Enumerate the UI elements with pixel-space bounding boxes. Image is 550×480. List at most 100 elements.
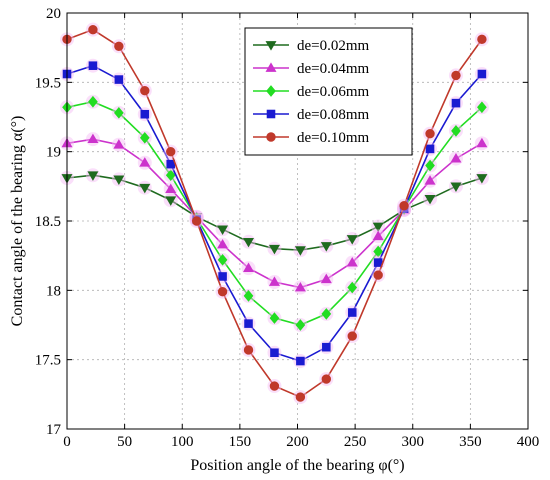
data-point: [296, 356, 305, 366]
data-point: [477, 101, 487, 114]
legend-marker: [266, 109, 276, 119]
data-point: [294, 281, 306, 292]
data-point: [347, 281, 358, 294]
legend-label: de=0.06mm: [297, 84, 370, 100]
data-point: [139, 183, 151, 194]
data-point: [321, 308, 332, 320]
data-point: [88, 95, 98, 108]
data-point: [372, 230, 384, 241]
data-point: [114, 75, 124, 84]
data-point: [322, 342, 331, 352]
legend-label: de=0.10mm: [297, 130, 370, 146]
legend-label: de=0.02mm: [297, 38, 370, 54]
data-point: [113, 175, 125, 186]
data-point: [346, 256, 358, 267]
x-tick-label: 250: [344, 434, 367, 450]
data-point: [165, 169, 176, 182]
y-tick-label: 18.5: [35, 214, 61, 230]
data-point: [346, 235, 358, 245]
data-point: [217, 238, 229, 249]
data-point: [451, 125, 461, 137]
data-point: [372, 222, 384, 233]
legend-marker: [265, 41, 277, 51]
data-point: [476, 174, 488, 184]
data-point: [140, 85, 150, 96]
data-point: [451, 70, 461, 81]
x-tick-label: 350: [459, 434, 482, 450]
y-tick-label: 20: [46, 6, 61, 22]
legend-item: de=0.10mm: [253, 130, 370, 146]
data-point: [113, 139, 125, 149]
data-point: [373, 258, 383, 267]
series-5: [60, 22, 489, 405]
data-point: [218, 272, 227, 281]
data-point: [243, 290, 254, 302]
y-axis-title: Contact angle of the bearing α(°): [9, 116, 26, 327]
data-point: [165, 196, 177, 206]
data-point: [450, 182, 462, 192]
data-point: [114, 107, 124, 119]
data-point: [165, 183, 177, 193]
data-point: [139, 157, 151, 167]
data-point: [87, 133, 99, 144]
data-point: [295, 392, 306, 402]
x-axis-title: Position angle of the bearing φ(°): [190, 457, 404, 474]
data-point: [88, 24, 98, 35]
data-point: [295, 319, 306, 331]
legend-item: de=0.06mm: [253, 84, 370, 100]
data-point: [191, 216, 202, 226]
data-point: [243, 262, 255, 273]
data-point: [321, 374, 332, 384]
data-point: [243, 345, 254, 355]
x-tick-label: 400: [517, 434, 540, 450]
data-point: [87, 171, 99, 181]
data-point: [217, 254, 228, 266]
legend-marker: [266, 132, 276, 142]
data-point: [424, 194, 436, 205]
y-tick-label: 17.5: [35, 353, 61, 369]
x-tick-label: 100: [171, 434, 194, 450]
data-point: [373, 270, 383, 280]
x-tick-label: 300: [402, 434, 425, 450]
data-point: [477, 34, 487, 45]
data-point: [139, 131, 150, 144]
data-point: [244, 319, 253, 328]
legend-item: de=0.04mm: [253, 61, 370, 77]
data-point: [217, 287, 228, 297]
legend-label: de=0.04mm: [297, 61, 370, 77]
legend-marker: [265, 62, 277, 72]
y-tick-label: 17: [46, 422, 62, 438]
legend-label: de=0.08mm: [297, 107, 370, 123]
data-point: [320, 273, 332, 284]
data-point: [399, 201, 409, 211]
series-1: [60, 168, 489, 258]
y-tick-label: 19.5: [35, 75, 61, 91]
x-tick-label: 200: [286, 434, 309, 450]
data-point: [88, 61, 98, 70]
data-point: [166, 159, 176, 169]
axis-ticks: 0 50 100 150 200 250 300 350 400 17 17.5 18 18.5 19 19…: [35, 6, 540, 450]
data-point: [268, 276, 280, 286]
data-point: [476, 137, 488, 148]
legend-item: de=0.08mm: [253, 107, 370, 123]
series-4: [60, 58, 489, 369]
data-point: [114, 41, 124, 51]
legend: de=0.02mm de=0.04mm de=0.06mm de=0.08mm de=0…: [244, 27, 413, 156]
y-tick-label: 18: [46, 283, 61, 299]
x-tick-label: 150: [229, 434, 252, 450]
legend-item: de=0.02mm: [253, 38, 370, 54]
data-point: [425, 144, 435, 154]
x-tick-label: 50: [117, 434, 132, 450]
data-point: [270, 348, 279, 358]
data-point: [320, 242, 332, 252]
series-layer: [60, 22, 489, 405]
data-point: [425, 128, 435, 139]
data-point: [425, 159, 435, 172]
data-point: [477, 69, 487, 79]
data-point: [451, 98, 461, 108]
series-3: [60, 94, 489, 332]
x-tick-label: 0: [63, 434, 71, 450]
data-point: [347, 331, 357, 341]
data-point: [140, 109, 150, 119]
